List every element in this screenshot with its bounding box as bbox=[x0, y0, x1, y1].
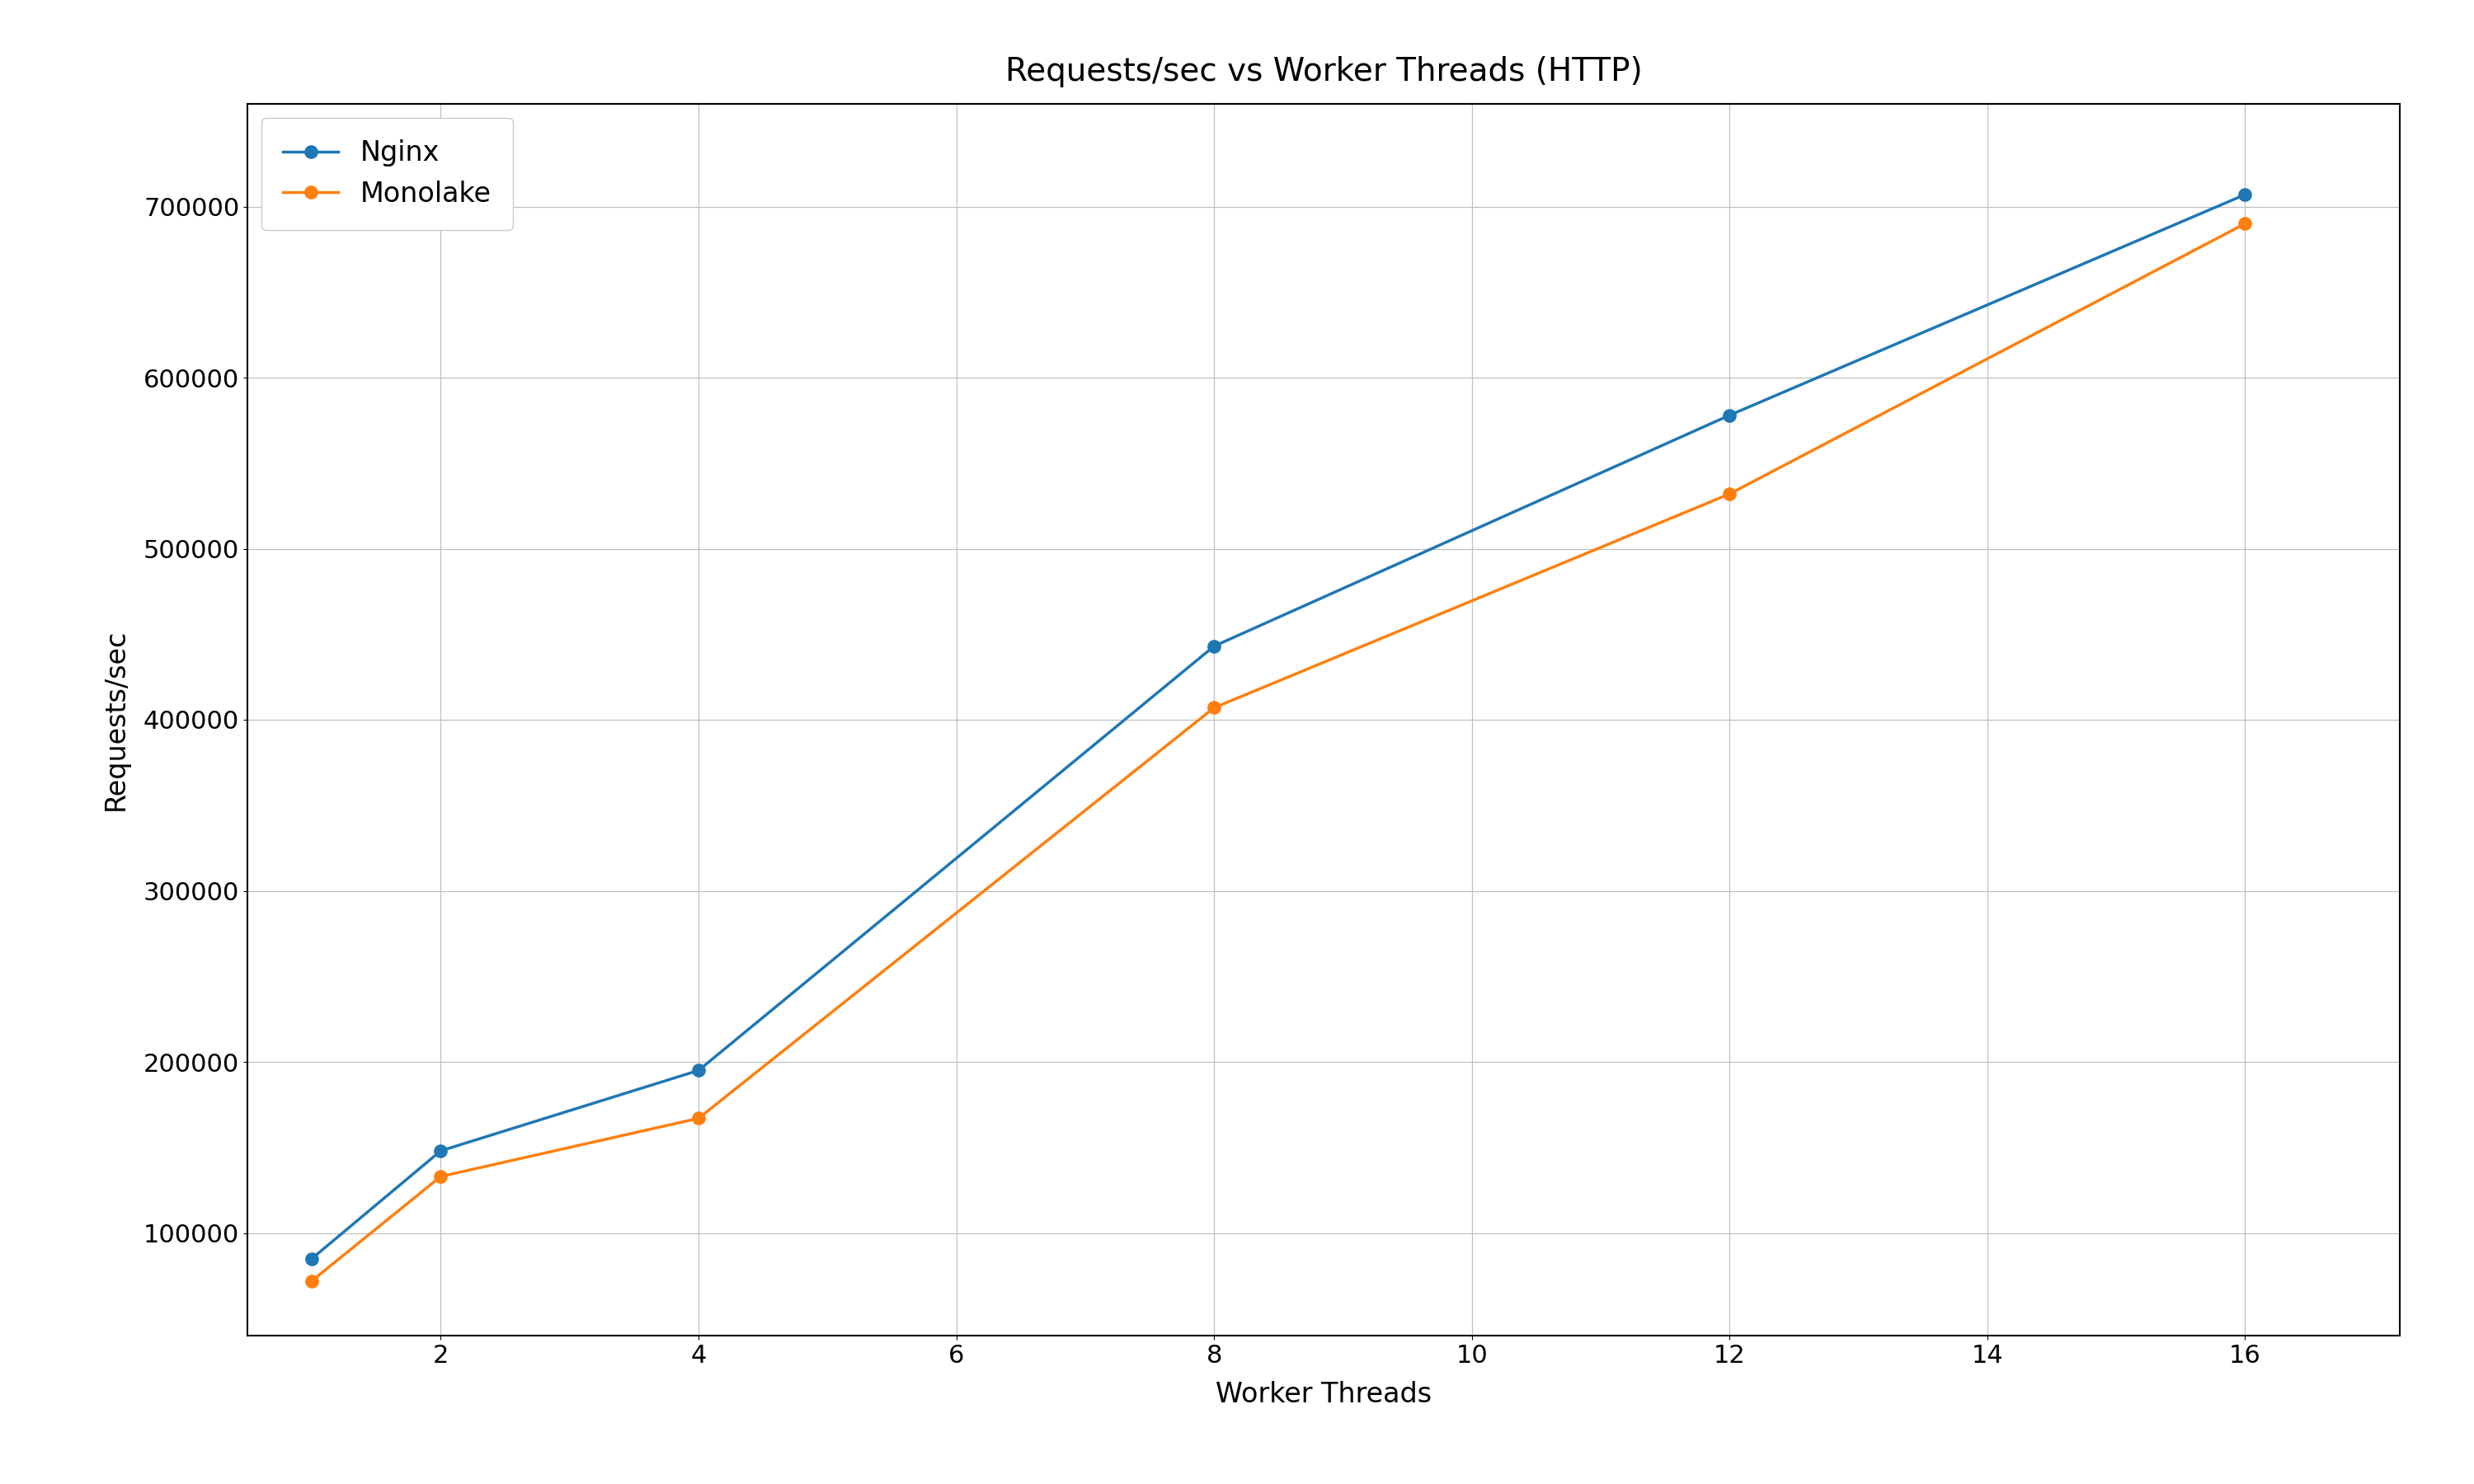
Legend: Nginx, Monolake: Nginx, Monolake bbox=[262, 117, 512, 230]
Nginx bbox=[426, 1143, 455, 1160]
Nginx bbox=[1200, 637, 1230, 654]
Monolake bbox=[683, 1110, 713, 1128]
Monolake bbox=[2229, 215, 2259, 233]
Nginx bbox=[1714, 407, 1744, 424]
Monolake bbox=[426, 1168, 455, 1186]
Monolake bbox=[1714, 485, 1744, 503]
Nginx bbox=[683, 1061, 713, 1079]
Monolake bbox=[1200, 699, 1230, 717]
Nginx bbox=[2229, 186, 2259, 203]
Line: Nginx: Nginx bbox=[307, 188, 2251, 1264]
Y-axis label: Requests/sec: Requests/sec bbox=[101, 629, 129, 810]
Monolake bbox=[297, 1272, 327, 1290]
X-axis label: Worker Threads: Worker Threads bbox=[1215, 1382, 1432, 1408]
Line: Monolake: Monolake bbox=[307, 217, 2251, 1287]
Nginx bbox=[297, 1250, 327, 1267]
Title: Requests/sec vs Worker Threads (HTTP): Requests/sec vs Worker Threads (HTTP) bbox=[1004, 56, 1643, 88]
